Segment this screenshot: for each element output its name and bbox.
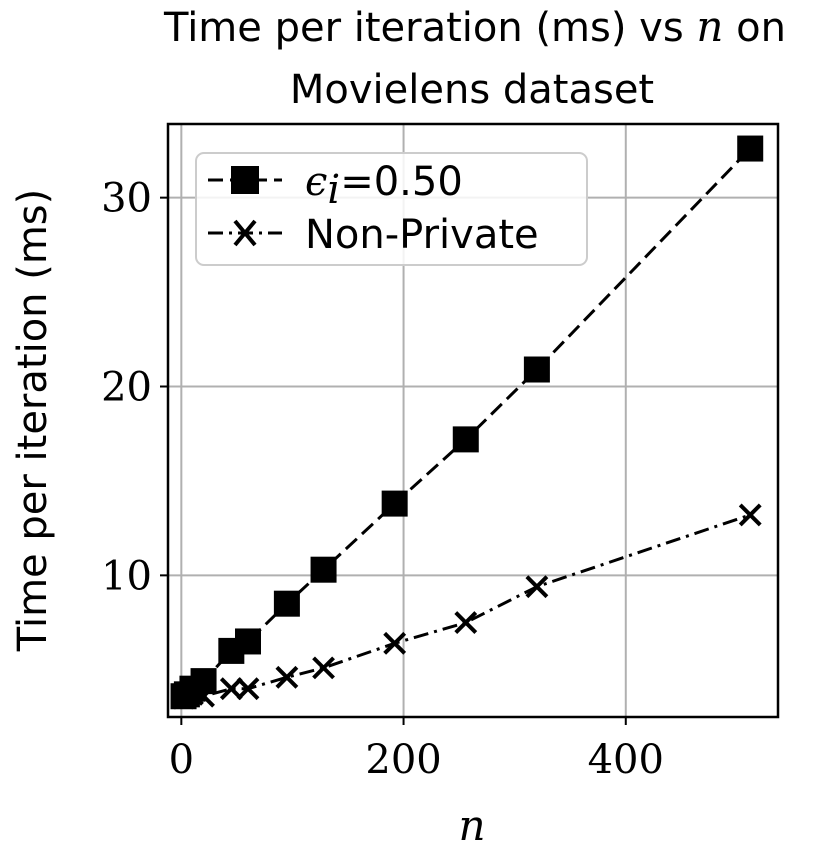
series-2-point — [738, 503, 762, 527]
legend: ϵi=0.50 Non-Private — [195, 152, 588, 266]
ticks: 0 200 400 10 20 30 — [101, 176, 664, 783]
legend-label-series-1: ϵi=0.50 — [305, 159, 463, 213]
series-2-point — [236, 677, 260, 701]
series-2-point — [219, 677, 243, 701]
series-1-point — [737, 135, 764, 162]
y-tick-label: 30 — [101, 176, 152, 222]
y-tick-label: 20 — [101, 365, 152, 411]
series-1-point — [452, 426, 479, 453]
series-2-point — [454, 611, 478, 634]
series-1-point — [381, 490, 408, 517]
legend-marker-series-1 — [231, 166, 259, 194]
x-tick-label: 400 — [588, 737, 664, 783]
x-axis-label: n — [458, 801, 485, 849]
chart-title-line2: Movielens dataset — [290, 67, 654, 113]
x-tick-label: 200 — [365, 737, 441, 783]
series-2-point — [192, 684, 215, 708]
series-2-point — [383, 631, 407, 655]
axes-frame — [166, 122, 780, 719]
legend-label-series-2: Non-Private — [305, 212, 539, 258]
series-2-line — [182, 513, 751, 700]
y-axis-label: Time per iteration (ms) — [10, 189, 56, 652]
series-2-point — [525, 575, 549, 599]
legend-marker-series-2 — [233, 219, 257, 247]
chart-title-line1: Time per iteration (ms) vs n on — [163, 2, 786, 51]
series-2-point — [275, 665, 299, 689]
legend-box — [195, 152, 588, 266]
series-1-point — [235, 628, 261, 655]
series-1-point — [273, 590, 300, 617]
x-tick-label: 0 — [169, 737, 194, 783]
plot-frame — [166, 122, 780, 719]
series-2-point — [175, 684, 199, 708]
y-tick-label: 10 — [101, 553, 152, 599]
series-group — [170, 135, 764, 710]
series-2-point — [312, 656, 335, 680]
series-1-point — [310, 556, 337, 583]
series-1-point — [523, 356, 550, 383]
